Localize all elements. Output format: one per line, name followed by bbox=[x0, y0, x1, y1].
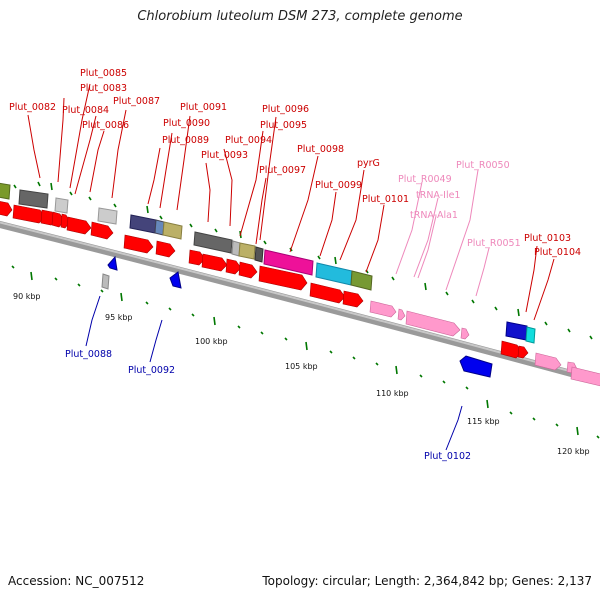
scale-tick-label: 90 kbp bbox=[13, 292, 41, 301]
cds-arrow[interactable] bbox=[258, 265, 308, 291]
gene-label[interactable]: Plut_0083 bbox=[80, 83, 127, 94]
gene-box[interactable] bbox=[193, 231, 233, 254]
gene-label[interactable]: Plut_0087 bbox=[113, 96, 160, 107]
cds-arrow[interactable] bbox=[517, 345, 529, 359]
gene-box[interactable] bbox=[263, 249, 314, 276]
rna-arrow[interactable] bbox=[570, 366, 600, 387]
reverse-gene-label[interactable]: Plut_0102 bbox=[424, 451, 471, 462]
gene-label[interactable]: Plut_0099 bbox=[315, 180, 362, 191]
accession-text: Accession: NC_007512 bbox=[8, 574, 145, 588]
rna-label[interactable]: Plut_R0050 bbox=[456, 160, 510, 171]
gene-label[interactable]: Plut_0091 bbox=[180, 102, 227, 113]
cds-arrow[interactable] bbox=[225, 258, 242, 275]
rna-leader-lines bbox=[395, 169, 490, 297]
rna-label[interactable]: tRNA-Ile1 bbox=[416, 190, 460, 201]
gene-label[interactable]: Plut_0101 bbox=[362, 194, 409, 205]
gene-box[interactable] bbox=[154, 219, 165, 236]
gene-box[interactable] bbox=[254, 246, 264, 263]
scale-tick-label: 100 kbp bbox=[195, 337, 228, 346]
gene-box[interactable] bbox=[315, 262, 353, 286]
cds-arrow[interactable] bbox=[201, 253, 228, 272]
cds-arrow[interactable] bbox=[12, 204, 46, 224]
gene-box[interactable] bbox=[101, 273, 110, 290]
rna-arrow[interactable] bbox=[405, 310, 461, 337]
gene-box[interactable] bbox=[162, 221, 183, 240]
gene-box[interactable] bbox=[0, 182, 11, 200]
map-title: Chlorobium luteolum DSM 273, complete ge… bbox=[137, 9, 463, 24]
cds-arrow[interactable] bbox=[188, 249, 206, 266]
gene-label[interactable]: Plut_0089 bbox=[162, 135, 209, 146]
gene-box[interactable] bbox=[97, 207, 118, 225]
cds-arrow[interactable] bbox=[309, 282, 346, 304]
gene-box[interactable] bbox=[525, 326, 536, 344]
upper-tick-row bbox=[13, 181, 593, 340]
scale-tick-label: 110 kbp bbox=[376, 389, 409, 398]
gene-label[interactable]: Plut_0103 bbox=[524, 233, 571, 244]
cds-arrow[interactable] bbox=[90, 221, 114, 240]
gene-label[interactable]: Plut_0090 bbox=[163, 118, 210, 129]
rna-arrow[interactable] bbox=[534, 352, 562, 371]
rna-label[interactable]: tRNA-Ala1 bbox=[410, 210, 458, 221]
gene-label[interactable]: pyrG bbox=[357, 158, 380, 169]
reverse-arrow[interactable] bbox=[107, 255, 118, 271]
cds-arrow-row bbox=[0, 201, 529, 359]
gene-box[interactable] bbox=[238, 242, 256, 260]
reverse-arrow[interactable] bbox=[169, 271, 182, 289]
gene-label[interactable]: Plut_0097 bbox=[259, 165, 306, 176]
gene-label[interactable]: Plut_0096 bbox=[262, 104, 309, 115]
rna-arrow[interactable] bbox=[397, 308, 406, 321]
gene-box[interactable] bbox=[54, 197, 69, 214]
rna-arrow[interactable] bbox=[460, 327, 470, 340]
gene-box[interactable] bbox=[505, 321, 528, 341]
genome-summary-text: Topology: circular; Length: 2,364,842 bp… bbox=[262, 574, 592, 588]
scale-tick-label: 115 kbp bbox=[467, 417, 500, 426]
rna-arrow[interactable] bbox=[369, 300, 397, 318]
scale-tick-label: 95 kbp bbox=[105, 313, 133, 322]
gene-box[interactable] bbox=[18, 189, 49, 209]
bottom-leader-lines bbox=[85, 295, 463, 451]
gene-label[interactable]: Plut_0084 bbox=[62, 105, 109, 116]
gene-label[interactable]: Plut_0098 bbox=[297, 144, 344, 155]
cds-arrow[interactable] bbox=[66, 216, 92, 235]
cds-arrow[interactable] bbox=[238, 261, 258, 279]
gene-box[interactable] bbox=[350, 270, 373, 291]
gene-label[interactable]: Plut_0094 bbox=[225, 135, 272, 146]
forward-gene-row bbox=[0, 182, 536, 344]
gene-label[interactable]: Plut_0086 bbox=[82, 120, 129, 131]
rna-arrow-row bbox=[369, 300, 600, 387]
gene-label[interactable]: Plut_0085 bbox=[80, 68, 127, 79]
scale-tick-row bbox=[11, 265, 600, 439]
reverse-arrow[interactable] bbox=[459, 355, 493, 378]
gene-label[interactable]: Plut_0082 bbox=[9, 102, 56, 113]
gene-label[interactable]: Plut_0093 bbox=[201, 150, 248, 161]
gene-label[interactable]: Plut_0095 bbox=[260, 120, 307, 131]
reverse-gene-row bbox=[101, 255, 493, 378]
rna-label[interactable]: Plut_R0049 bbox=[398, 174, 452, 185]
cds-arrow[interactable] bbox=[342, 290, 364, 308]
genome-backbone bbox=[0, 220, 600, 385]
cds-arrow[interactable] bbox=[0, 201, 13, 217]
reverse-gene-label[interactable]: Plut_0092 bbox=[128, 365, 175, 376]
rna-label[interactable]: Plut_R0051 bbox=[467, 238, 521, 249]
cds-arrow[interactable] bbox=[155, 240, 176, 258]
reverse-gene-label[interactable]: Plut_0088 bbox=[65, 349, 112, 360]
gene-box[interactable] bbox=[129, 214, 157, 234]
scale-tick-label: 120 kbp bbox=[557, 447, 590, 456]
gene-label[interactable]: Plut_0104 bbox=[534, 247, 581, 258]
scale-tick-label: 105 kbp bbox=[285, 362, 318, 371]
top-leader-lines bbox=[27, 83, 555, 321]
genome-backbone-highlight bbox=[0, 221, 600, 381]
cds-arrow[interactable] bbox=[123, 234, 154, 254]
